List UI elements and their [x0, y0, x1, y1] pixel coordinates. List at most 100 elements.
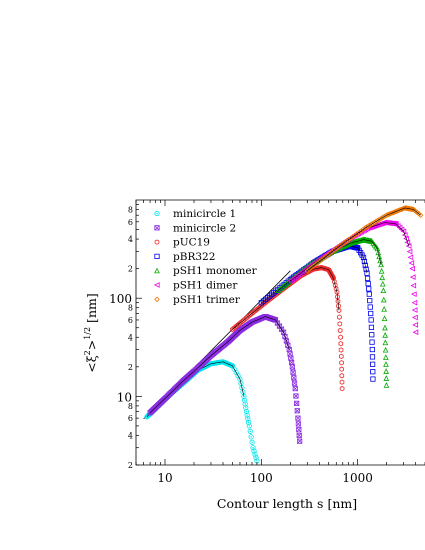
- data-point: [401, 232, 408, 238]
- data-point: [244, 412, 250, 418]
- data-point: [260, 302, 266, 308]
- data-point: [254, 306, 260, 313]
- data-point: [339, 379, 345, 385]
- data-point: [329, 248, 335, 255]
- plot-content: [143, 205, 424, 464]
- data-point: [367, 304, 373, 310]
- data-point: [154, 267, 160, 274]
- data-point: [374, 245, 381, 252]
- data-point: [245, 416, 251, 422]
- data-point: [338, 334, 343, 340]
- fit-curve: [307, 207, 421, 272]
- data-point: [383, 375, 390, 381]
- data-point: [248, 434, 254, 440]
- data-point: [304, 268, 311, 274]
- data-point: [253, 307, 258, 314]
- data-point: [252, 308, 257, 315]
- data-point: [154, 296, 160, 303]
- x-tick-label: 10: [157, 471, 172, 485]
- data-point: [364, 275, 371, 281]
- x-axis-label: Contour length s [nm]: [217, 496, 357, 511]
- data-point: [245, 314, 251, 320]
- data-point: [239, 318, 245, 325]
- data-point: [242, 316, 248, 322]
- data-point: [237, 321, 242, 327]
- data-point: [323, 253, 329, 260]
- legend-label: pUC19: [173, 237, 210, 249]
- data-point: [337, 314, 342, 320]
- data-point: [230, 326, 235, 333]
- y-minor-tick-label: 6: [128, 218, 133, 227]
- y-minor-tick-label: 2: [128, 363, 133, 372]
- data-point: [336, 307, 342, 314]
- data-point: [362, 262, 368, 268]
- data-point: [250, 309, 256, 316]
- y-axis-label: <ξ2>1/2 [nm]: [83, 293, 99, 372]
- data-point: [294, 400, 300, 406]
- data-point: [154, 225, 160, 231]
- data-point: [258, 303, 263, 310]
- data-point: [325, 252, 331, 258]
- legend-label: pSH1 dimer: [173, 280, 238, 292]
- y-minor-tick-label: 4: [128, 333, 133, 342]
- y-label-open: <: [84, 362, 99, 372]
- data-point: [398, 226, 405, 233]
- data-point: [366, 286, 372, 292]
- y-label-xi: ξ: [84, 355, 99, 362]
- legend-label: pSH1 monomer: [173, 265, 258, 277]
- data-point: [310, 263, 317, 269]
- data-point: [369, 346, 375, 353]
- data-point: [378, 261, 384, 268]
- data-point: [248, 311, 253, 318]
- plot-area: [143, 205, 424, 464]
- data-point: [382, 339, 389, 346]
- legend: minicircle 1 minicircle 2 pUC19 pBR322 pSH1 …: [153, 208, 258, 306]
- data-point: [365, 281, 371, 287]
- data-point: [331, 247, 337, 253]
- data-point: [412, 329, 419, 336]
- data-point: [314, 260, 321, 266]
- data-point: [411, 307, 418, 313]
- data-point: [243, 408, 250, 415]
- y-minor-tick-label: 4: [128, 235, 133, 244]
- data-point: [242, 401, 248, 407]
- data-point: [327, 250, 333, 257]
- axes: 10 100 1000 10 100 4 6 8 4 6 8 2 4 6 8 2 2: [109, 199, 425, 485]
- y-label-close: >: [84, 340, 99, 350]
- data-point: [339, 360, 344, 366]
- data-point: [368, 310, 374, 317]
- series-pSH1-dimer: [287, 219, 419, 336]
- data-point: [383, 382, 390, 388]
- data-point: [407, 254, 414, 261]
- y-label-sup2: 2: [83, 350, 92, 355]
- data-point: [296, 432, 302, 438]
- data-point: [369, 332, 375, 338]
- data-point: [339, 373, 345, 379]
- y-minor-tick-label: 6: [128, 414, 133, 423]
- legend-item: pSH1 trimer: [154, 294, 241, 306]
- data-point: [383, 361, 389, 367]
- data-point: [153, 282, 160, 288]
- y-minor-tick-label: 8: [128, 206, 133, 215]
- data-point: [246, 313, 252, 319]
- data-point: [410, 282, 417, 289]
- data-point: [376, 253, 383, 260]
- data-point: [256, 304, 262, 311]
- data-point: [367, 297, 373, 304]
- data-point: [369, 354, 376, 360]
- data-point: [283, 280, 290, 287]
- data-point: [382, 346, 389, 353]
- legend-item: minicircle 1: [154, 208, 236, 220]
- data-point: [338, 340, 344, 347]
- data-point: [293, 393, 299, 399]
- data-point: [363, 266, 369, 272]
- data-point: [279, 283, 286, 290]
- data-point: [339, 366, 344, 372]
- data-point: [308, 264, 315, 271]
- data-point: [382, 332, 389, 338]
- y-minor-tick-label: 6: [128, 316, 133, 325]
- data-point: [417, 212, 424, 218]
- plot-frame: [135, 199, 425, 466]
- data-point: [277, 285, 284, 292]
